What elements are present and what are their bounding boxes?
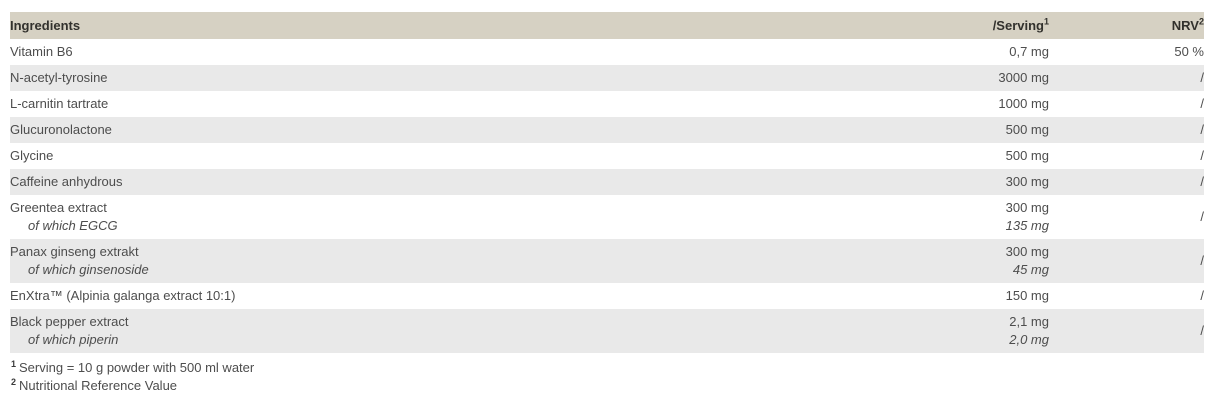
column-header-serving: /Serving1 [889,12,1049,39]
ingredient-cell: N-acetyl-tyrosine [10,65,889,91]
column-header-nrv: NRV2 [1049,12,1204,39]
ingredient-name: L-carnitin tartrate [10,96,109,111]
table-row: Panax ginseng extrakt of which ginsenosi… [10,239,1204,283]
ingredient-name: Caffeine anhydrous [10,174,123,189]
ingredient-cell: Vitamin B6 [10,39,889,65]
column-header-serving-label: /Serving [992,17,1044,33]
serving-amount: 3000 mg [998,70,1049,85]
nrv-cell: / [1049,283,1204,309]
serving-cell: 2,1 mg 2,0 mg [889,309,1049,353]
ingredient-cell: Black pepper extract of which piperin [10,309,889,353]
serving-cell: 0,7 mg [889,39,1049,65]
ingredient-name: Panax ginseng extrakt [10,244,139,259]
table-body: Vitamin B6 0,7 mg 50 % N-acetyl-tyrosine… [10,39,1204,353]
ingredient-cell: EnXtra™ (Alpinia galanga extract 10:1) [10,283,889,309]
serving-subamount: 45 mg [1012,262,1049,277]
footnote-1-text: Serving = 10 g powder with 500 ml water [19,360,255,375]
table-row: L-carnitin tartrate 1000 mg / [10,91,1204,117]
nrv-cell: / [1049,117,1204,143]
ingredient-cell: Panax ginseng extrakt of which ginsenosi… [10,239,889,283]
serving-amount: 300 mg [1005,244,1049,259]
serving-cell: 500 mg [889,143,1049,169]
ingredient-name: Vitamin B6 [10,44,73,59]
footnotes: 1 Serving = 10 g powder with 500 ml water… [10,359,1204,395]
table-row: Vitamin B6 0,7 mg 50 % [10,39,1204,65]
serving-amount: 150 mg [1005,288,1049,303]
ingredient-cell: Glycine [10,143,889,169]
serving-cell: 3000 mg [889,65,1049,91]
table-row: EnXtra™ (Alpinia galanga extract 10:1) 1… [10,283,1204,309]
nrv-cell: / [1049,65,1204,91]
serving-amount: 1000 mg [998,96,1049,111]
ingredient-cell: L-carnitin tartrate [10,91,889,117]
serving-amount: 2,1 mg [1009,314,1049,329]
ingredient-subname: of which piperin [28,332,119,347]
nrv-cell: / [1049,309,1204,353]
serving-cell: 150 mg [889,283,1049,309]
ingredients-table: Ingredients /Serving1 NRV2 Vitamin B6 0,… [10,12,1204,353]
nrv-cell: / [1049,239,1204,283]
ingredient-name: Greentea extract [10,200,107,215]
nrv-footnote-marker: 2 [1198,16,1204,27]
ingredient-cell: Glucuronolactone [10,117,889,143]
nutrition-facts-page: Ingredients /Serving1 NRV2 Vitamin B6 0,… [10,12,1204,395]
serving-subamount: 2,0 mg [1009,332,1049,347]
ingredient-name: N-acetyl-tyrosine [10,70,108,85]
ingredient-cell: Caffeine anhydrous [10,169,889,195]
serving-amount: 300 mg [1005,200,1049,215]
serving-cell: 1000 mg [889,91,1049,117]
footnote-nrv: 2 Nutritional Reference Value [11,377,1204,395]
serving-cell: 300 mg [889,169,1049,195]
ingredient-name: Glycine [10,148,54,163]
table-row: Greentea extract of which EGCG 300 mg 13… [10,195,1204,239]
ingredient-subname: of which EGCG [28,218,118,233]
column-header-ingredients-label: Ingredients [10,17,81,33]
nrv-cell: / [1049,91,1204,117]
nrv-cell: / [1049,195,1204,239]
table-header: Ingredients /Serving1 NRV2 [10,12,1204,39]
ingredient-name: Glucuronolactone [10,122,112,137]
table-row: Glycine 500 mg / [10,143,1204,169]
serving-cell: 500 mg [889,117,1049,143]
serving-amount: 500 mg [1005,148,1049,163]
nrv-cell: / [1049,169,1204,195]
table-row: Black pepper extract of which piperin 2,… [10,309,1204,353]
table-row: Glucuronolactone 500 mg / [10,117,1204,143]
nrv-cell: 50 % [1049,39,1204,65]
table-row: Caffeine anhydrous 300 mg / [10,169,1204,195]
header-row: Ingredients /Serving1 NRV2 [10,12,1204,39]
footnote-2-marker: 2 [11,376,17,387]
serving-subamount: 135 mg [1005,218,1049,233]
footnote-serving: 1 Serving = 10 g powder with 500 ml water [11,359,1204,377]
ingredient-name: EnXtra™ (Alpinia galanga extract 10:1) [10,288,236,303]
column-header-ingredients: Ingredients [10,12,889,39]
table-row: N-acetyl-tyrosine 3000 mg / [10,65,1204,91]
footnote-1-marker: 1 [11,358,17,369]
serving-amount: 0,7 mg [1009,44,1049,59]
ingredient-cell: Greentea extract of which EGCG [10,195,889,239]
serving-amount: 300 mg [1005,174,1049,189]
ingredient-name: Black pepper extract [10,314,129,329]
serving-footnote-marker: 1 [1043,16,1049,27]
serving-cell: 300 mg 135 mg [889,195,1049,239]
nrv-cell: / [1049,143,1204,169]
footnote-2-text: Nutritional Reference Value [19,378,178,393]
ingredient-subname: of which ginsenoside [28,262,149,277]
serving-cell: 300 mg 45 mg [889,239,1049,283]
column-header-nrv-label: NRV [1171,17,1199,33]
serving-amount: 500 mg [1005,122,1049,137]
